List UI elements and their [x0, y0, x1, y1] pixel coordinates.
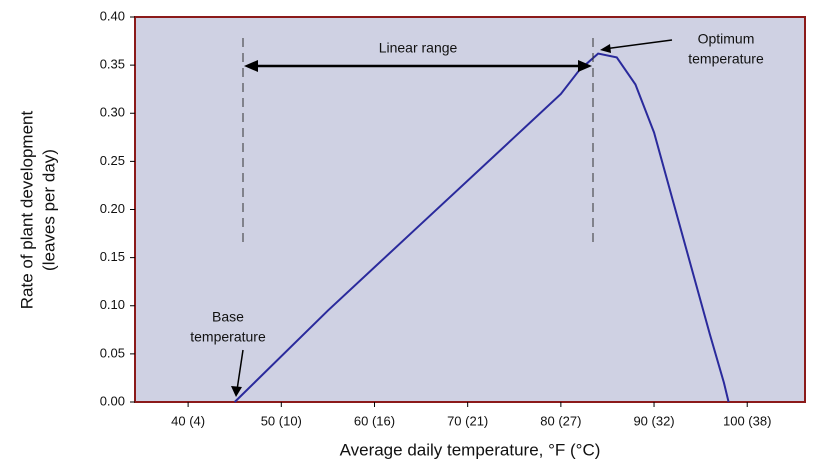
- x-tick-label: 90 (32): [633, 413, 674, 428]
- y-tick-label: 0.00: [100, 393, 125, 408]
- x-tick-label: 40 (4): [171, 413, 205, 428]
- data-line: [234, 52, 730, 403]
- pointer: [236, 349, 244, 391]
- y-tick-label: 0.25: [100, 153, 125, 168]
- y-tick-label: 0.10: [100, 297, 125, 312]
- y-tick-label: 0.05: [100, 345, 125, 360]
- pointer: [603, 39, 673, 50]
- annotation: Optimum: [698, 31, 755, 47]
- annotation: temperature: [190, 329, 266, 345]
- x-tick-label: 50 (10): [261, 413, 302, 428]
- arrowhead: [244, 60, 258, 72]
- annotation: Base: [212, 309, 244, 325]
- arrowhead: [600, 44, 611, 53]
- y-axis-title: Rate of plant development: [17, 110, 36, 309]
- x-tick-label: 70 (21): [447, 413, 488, 428]
- y-tick-label: 0.35: [100, 57, 125, 72]
- y-tick-label: 0.15: [100, 249, 125, 264]
- x-tick-label: 80 (27): [540, 413, 581, 428]
- x-tick-label: 100 (38): [723, 413, 771, 428]
- annotation: Linear range: [379, 40, 458, 56]
- y-tick-label: 0.30: [100, 105, 125, 120]
- arrowhead: [231, 386, 242, 397]
- y-tick-label: 0.40: [100, 8, 125, 23]
- y-axis-title: (leaves per day): [39, 149, 58, 271]
- x-axis-title: Average daily temperature, °F (°C): [340, 440, 601, 459]
- annotation: temperature: [688, 51, 764, 67]
- arrowhead: [578, 60, 592, 72]
- y-tick-label: 0.20: [100, 201, 125, 216]
- plot-area: [134, 16, 806, 403]
- x-tick-label: 60 (16): [354, 413, 395, 428]
